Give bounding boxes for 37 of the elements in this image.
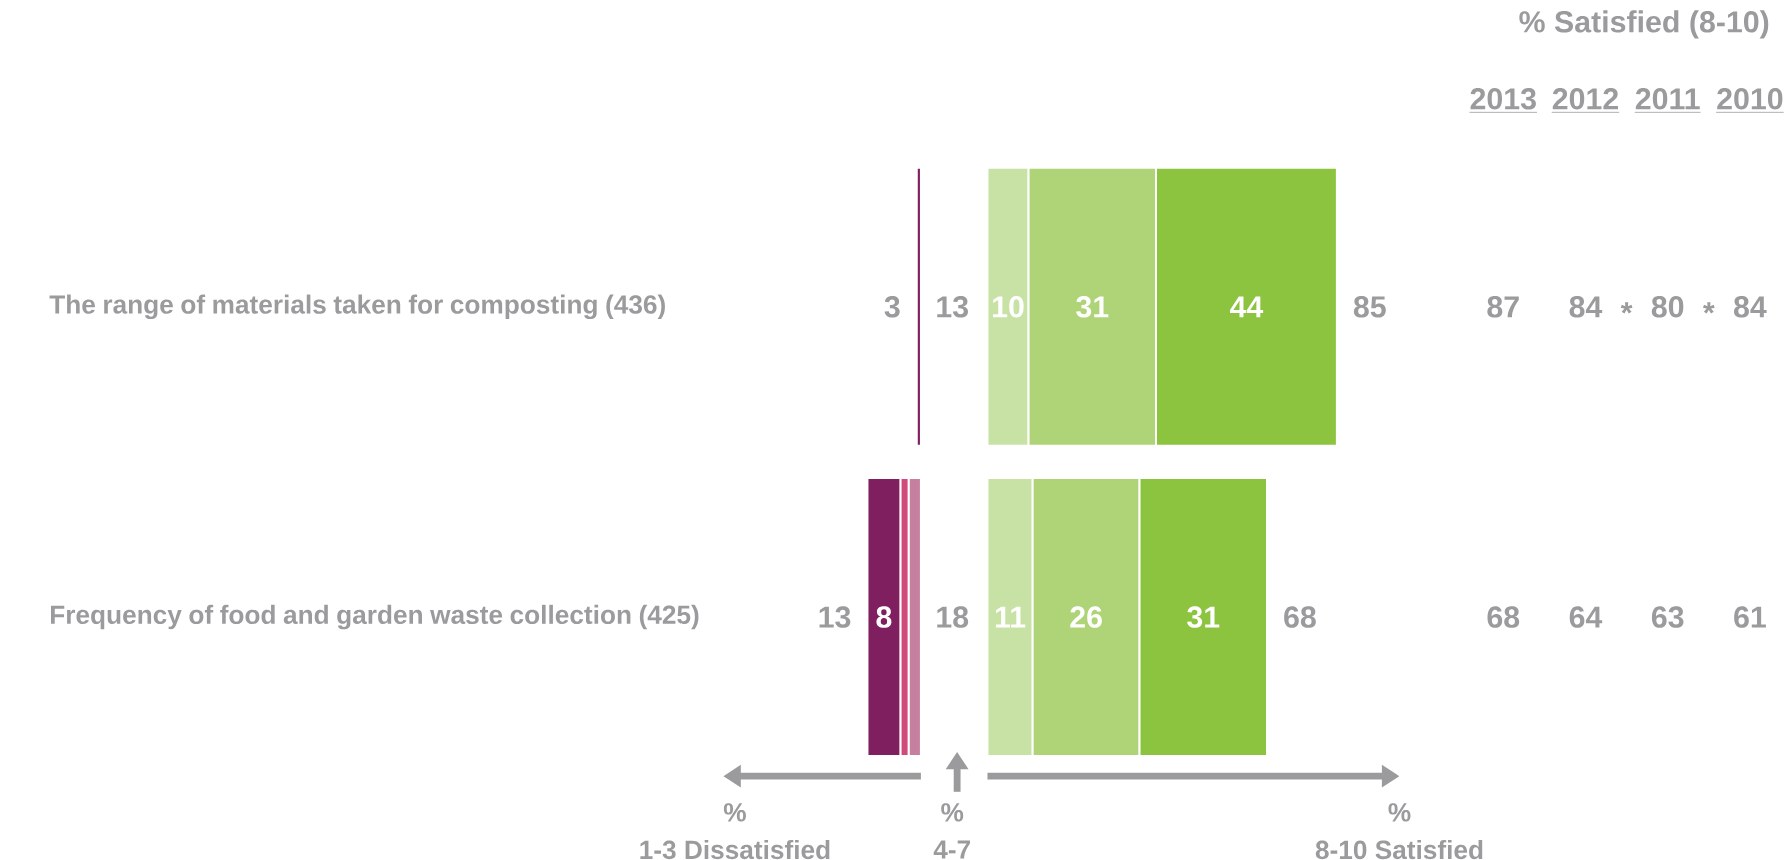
data-label: 8 [876, 606, 892, 628]
x-axis-title: 8-10 Satisfied [1315, 839, 1483, 860]
data-label: 84 [1569, 295, 1603, 318]
data-label: 61 [1734, 606, 1766, 628]
x-axis-title: 1-3 Dissatisfied [640, 839, 830, 860]
data-label: 44 [1230, 296, 1264, 318]
total-label: 13 [819, 606, 851, 628]
x-tick-label: 2013 [1470, 87, 1536, 110]
data-label: 84 [1733, 295, 1767, 318]
data-label: 63 [1651, 606, 1684, 628]
text: % [723, 802, 746, 822]
y-tick-label: Frequency of food and garden waste collection (425) [50, 604, 699, 630]
total-label: 85 [1353, 295, 1386, 318]
y-tick-label: The range of materials taken for composting (436) [49, 294, 665, 319]
text: 4-7 [933, 840, 971, 859]
annotation: * [1620, 302, 1633, 314]
data-label: 11 [995, 606, 1026, 628]
x-tick-label: 2011 [1635, 87, 1700, 110]
annotation: * [1702, 302, 1715, 314]
data-label: 68 [1487, 606, 1520, 628]
data-label: 80 [1651, 295, 1684, 318]
data-label: 26 [1070, 606, 1102, 628]
chart-title: % Satisfied (8-10) [1519, 10, 1769, 39]
data-label: 13 [937, 295, 968, 318]
total-label: 3 [884, 295, 900, 318]
bar [915, 166, 922, 447]
x-tick-label: 2010 [1717, 87, 1783, 110]
data-label: 31 [1076, 295, 1109, 318]
text: % [941, 802, 964, 822]
text: % [1388, 802, 1411, 822]
x-tick-label: 2012 [1552, 87, 1618, 110]
total-label: 68 [1284, 606, 1316, 628]
data-label: 10 [993, 295, 1024, 318]
data-label: 31 [1187, 606, 1220, 628]
data-label: 87 [1487, 295, 1519, 318]
data-label: 18 [937, 606, 969, 628]
data-label: 64 [1569, 606, 1603, 628]
